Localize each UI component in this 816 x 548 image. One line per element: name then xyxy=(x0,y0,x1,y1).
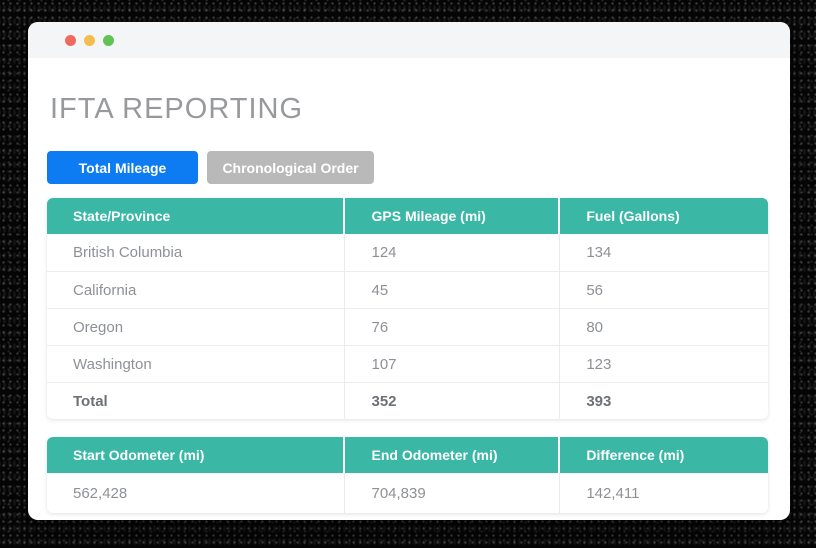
window-zoom-button[interactable] xyxy=(103,34,114,46)
end-odometer-cell: 704,839 xyxy=(345,473,561,513)
difference-cell: 142,411 xyxy=(586,484,640,502)
state-cell: British Columbia xyxy=(47,234,346,271)
view-toggle-group: Total Mileage Chronological Order xyxy=(47,151,768,184)
total-label-cell: Total xyxy=(47,382,346,419)
fuel-cell: 80 xyxy=(560,308,768,345)
odometer-table: Start Odometer (mi) End Odometer (mi) Di… xyxy=(47,437,768,513)
fuel-cell: 123 xyxy=(560,345,768,382)
table-row: British Columbia 124 134 xyxy=(47,234,768,271)
column-header-state-province: State/Province xyxy=(47,198,346,234)
page-title: IFTA REPORTING xyxy=(50,93,304,125)
column-header-difference: Difference (mi) xyxy=(560,437,768,473)
total-fuel-cell: 393 xyxy=(560,382,768,419)
mileage-table-header: State/Province GPS Mileage (mi) Fuel (Ga… xyxy=(47,198,768,234)
gps-mileage-cell: 45 xyxy=(345,271,561,308)
fuel-cell: 134 xyxy=(586,244,612,261)
state-cell: California xyxy=(47,271,346,308)
column-header-gps-mileage: GPS Mileage (mi) xyxy=(345,198,561,234)
column-header-end-odometer: End Odometer (mi) xyxy=(345,437,561,473)
window-minimize-button[interactable] xyxy=(84,34,95,46)
total-row: Total 352 393 xyxy=(47,382,768,419)
table-row: California 45 56 xyxy=(47,271,768,308)
start-odometer-cell: 562,428 xyxy=(47,473,346,513)
app-window: IFTA REPORTING Total Mileage Chronologic… xyxy=(28,22,790,520)
header-row: State/Province GPS Mileage (mi) Fuel (Ga… xyxy=(47,198,768,234)
state-cell: Washington xyxy=(47,345,346,382)
table-row: 562,428 704,839 142,411 xyxy=(47,473,768,513)
page-content: IFTA REPORTING Total Mileage Chronologic… xyxy=(28,58,790,513)
total-mileage-button[interactable]: Total Mileage xyxy=(47,151,198,184)
table-row: Oregon 76 80 xyxy=(47,308,768,345)
gps-mileage-cell: 76 xyxy=(345,308,561,345)
column-header-fuel: Fuel (Gallons) xyxy=(560,198,768,234)
gps-mileage-cell: 124 xyxy=(345,234,561,271)
mileage-table: State/Province GPS Mileage (mi) Fuel (Ga… xyxy=(47,198,768,419)
window-titlebar xyxy=(28,22,790,58)
table-row: Washington 107 123 xyxy=(47,345,768,382)
chronological-order-button[interactable]: Chronological Order xyxy=(207,151,374,184)
state-cell: Oregon xyxy=(47,308,346,345)
window-close-button[interactable] xyxy=(65,34,76,46)
fuel-cell: 56 xyxy=(560,271,768,308)
total-gps-mileage-cell: 352 xyxy=(345,382,561,419)
odometer-table-header: Start Odometer (mi) End Odometer (mi) Di… xyxy=(47,437,768,473)
gps-mileage-cell: 107 xyxy=(345,345,561,382)
column-header-start-odometer: Start Odometer (mi) xyxy=(47,437,346,473)
header-row: Start Odometer (mi) End Odometer (mi) Di… xyxy=(47,437,768,473)
